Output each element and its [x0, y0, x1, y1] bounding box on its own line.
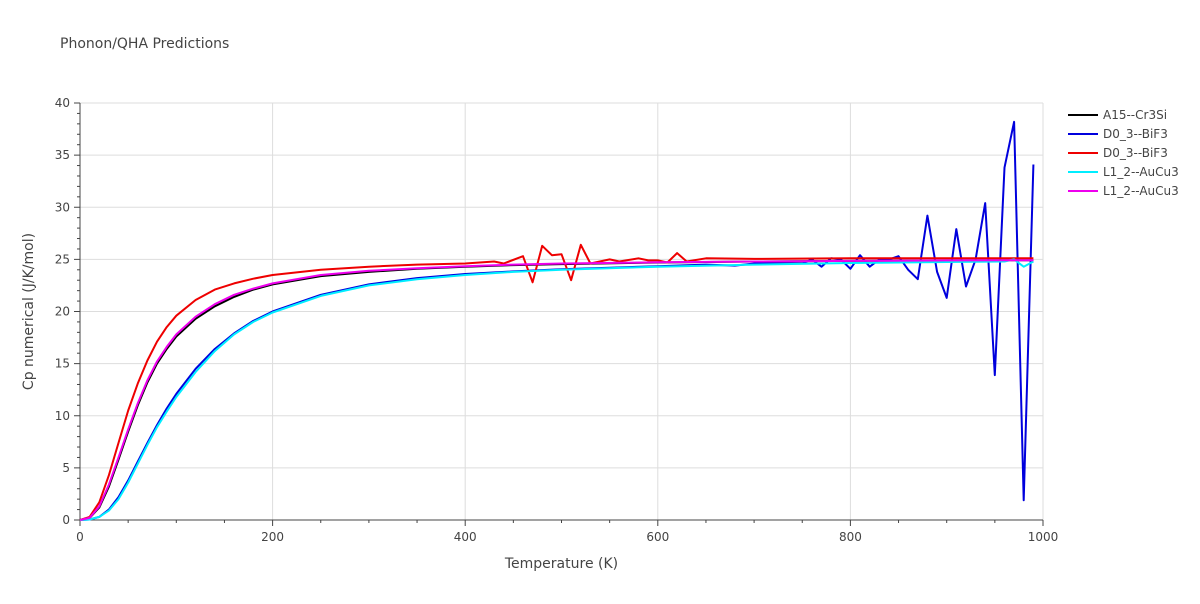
x-tick-label: 400: [454, 530, 477, 544]
legend-item-1[interactable]: D0_3--BiF3: [1068, 127, 1168, 141]
x-tick-label: 600: [646, 530, 669, 544]
legend-label: D0_3--BiF3: [1103, 146, 1168, 160]
axes: 0 200 400 600 800 1000 0 5 10 15 20 25 30 35 40: [55, 96, 1059, 544]
series-line-2: [79, 243, 1034, 521]
series-line-4: [79, 259, 1034, 521]
series-line-1: [79, 120, 1035, 521]
y-tick-label: 30: [55, 200, 70, 214]
legend[interactable]: A15--Cr3Si D0_3--BiF3 D0_3--BiF3 L1_2--AuCu…: [1068, 108, 1179, 198]
y-tick-label: 5: [62, 461, 70, 475]
x-tick-label: 1000: [1028, 530, 1059, 544]
y-tick-label: 40: [55, 96, 70, 110]
series-line-3: [79, 258, 1034, 521]
legend-item-0[interactable]: A15--Cr3Si: [1068, 108, 1167, 122]
y-tick-label: 0: [62, 513, 70, 527]
y-tick-label: 20: [55, 305, 70, 319]
legend-item-4[interactable]: L1_2--AuCu3: [1068, 184, 1179, 198]
x-tick-label: 200: [261, 530, 284, 544]
y-tick-label: 35: [55, 148, 70, 162]
legend-label: L1_2--AuCu3: [1103, 165, 1179, 179]
legend-label: A15--Cr3Si: [1103, 108, 1167, 122]
legend-label: D0_3--BiF3: [1103, 127, 1168, 141]
y-tick-label: 25: [55, 252, 70, 266]
chart-title: Phonon/QHA Predictions: [60, 36, 230, 52]
legend-item-3[interactable]: L1_2--AuCu3: [1068, 165, 1179, 179]
y-tick-label: 15: [55, 357, 70, 371]
x-tick-label: 0: [76, 530, 84, 544]
legend-label: L1_2--AuCu3: [1103, 184, 1179, 198]
y-tick-label: 10: [55, 409, 70, 423]
y-axis-title: Cp numerical (J/K/mol): [21, 233, 37, 390]
x-tick-label: 800: [839, 530, 862, 544]
legend-item-2[interactable]: D0_3--BiF3: [1068, 146, 1168, 160]
grid-lines: [80, 102, 1044, 520]
x-axis-title: Temperature (K): [504, 556, 618, 572]
series-lines: [79, 120, 1035, 521]
